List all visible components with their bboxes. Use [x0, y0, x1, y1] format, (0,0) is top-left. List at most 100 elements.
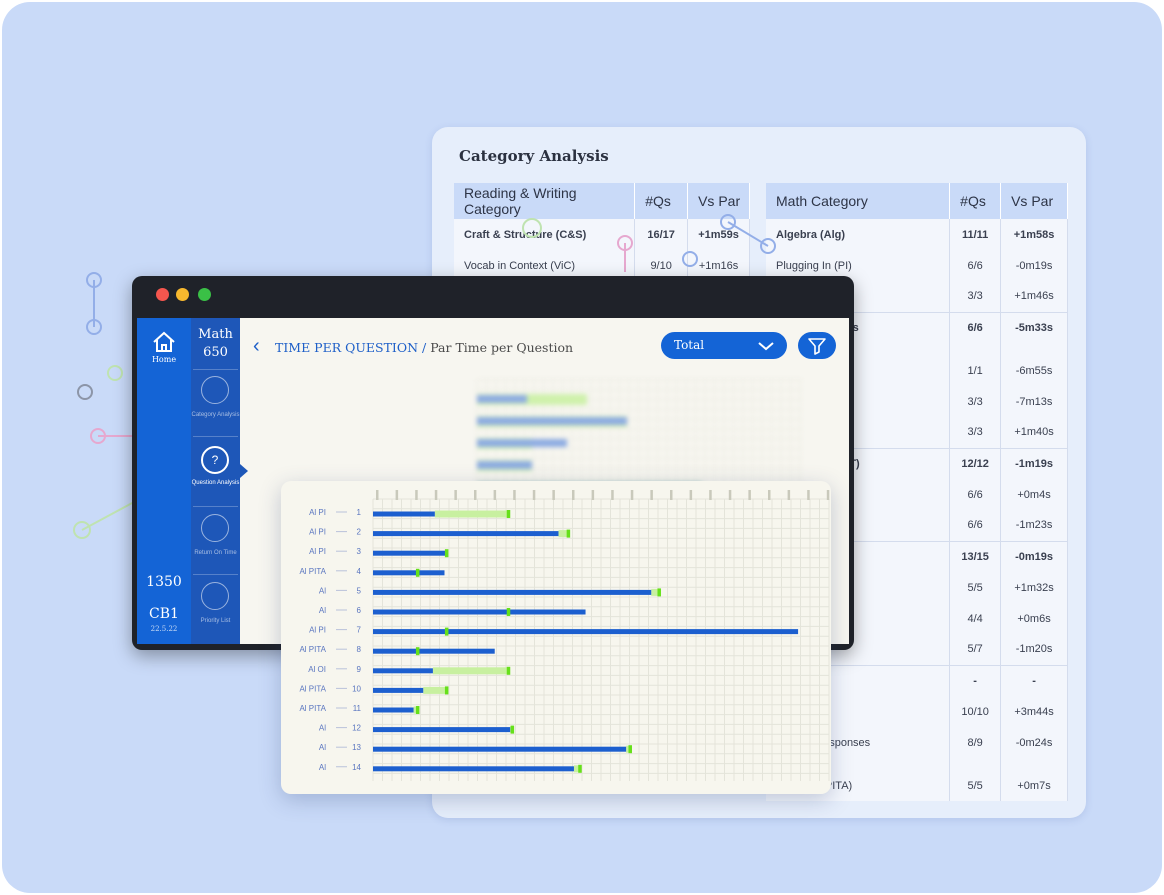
tick-label — [826, 490, 830, 500]
qs-cell: 3/3 — [949, 386, 1002, 417]
qs-cell: 6/6 — [949, 250, 1002, 281]
page-title[interactable]: TIME PER QUESTION — [275, 340, 419, 355]
active-nav-indicator — [240, 464, 248, 478]
view-dropdown[interactable]: Total — [661, 332, 787, 359]
qs-cell: 5/7 — [949, 634, 1002, 665]
tick-label — [552, 490, 555, 500]
category-label: 6 — [357, 606, 362, 615]
math-header-qs[interactable]: #Qs — [949, 183, 1002, 219]
category-label: 1 — [357, 508, 362, 517]
par-bar — [558, 530, 569, 538]
par-marker — [444, 627, 449, 636]
tick-label — [807, 490, 810, 500]
test-date: 22.5.22 — [150, 625, 178, 633]
actual-bar — [373, 727, 511, 733]
minimize-window-button[interactable] — [176, 288, 189, 301]
nav-return-on-time[interactable]: Return On Time — [191, 512, 240, 572]
category-tag: Al — [319, 763, 326, 772]
nav-label: Return On Time — [194, 550, 237, 556]
par-marker — [506, 666, 511, 675]
vs-par-cell: -1m23s — [1000, 510, 1068, 541]
par-marker — [444, 686, 449, 695]
total-score: 1350 — [146, 574, 182, 590]
par-marker — [444, 549, 449, 558]
filter-button[interactable] — [798, 332, 836, 359]
test-name: CB1 — [149, 606, 179, 622]
category-tag: Al PI — [309, 528, 326, 537]
maximize-window-button[interactable] — [198, 288, 211, 301]
page-breadcrumb: TIME PER QUESTION / Par Time per Questio… — [275, 340, 573, 355]
question-magnifier-icon: ? — [201, 446, 229, 474]
tick-label — [591, 490, 595, 500]
nav-priority-list[interactable]: Priority List — [191, 580, 240, 640]
actual-bar — [373, 648, 495, 654]
category-cell: Algebra (Alg) — [766, 219, 951, 250]
table-row[interactable]: Algebra (Alg) 11/11 +1m58s — [766, 219, 1068, 250]
nav-question-analysis[interactable]: ? Question Analysis — [191, 444, 240, 504]
par-marker — [510, 725, 515, 734]
vs-par-cell: +1m16s — [687, 250, 750, 281]
math-header-vs-par[interactable]: Vs Par — [1000, 183, 1068, 219]
par-bar — [626, 745, 630, 753]
tick-label — [454, 490, 457, 500]
qs-cell: 16/17 — [634, 219, 689, 250]
nav-label: Priority List — [200, 618, 231, 624]
tick-label — [709, 490, 712, 500]
math-header-category[interactable]: Math Category — [766, 183, 951, 219]
rw-header-qs[interactable]: #Qs — [634, 183, 689, 219]
actual-bar — [373, 746, 627, 752]
back-chevron-icon[interactable]: ‹ — [253, 335, 260, 357]
category-tag: Al — [319, 743, 326, 752]
sidebar-divider — [193, 369, 238, 370]
sidebar-divider — [193, 506, 238, 507]
rw-header-category[interactable]: Reading & Writing Category — [454, 183, 636, 219]
home-button[interactable]: Home — [137, 328, 191, 368]
target-icon — [201, 376, 229, 404]
vs-par-cell: +1m46s — [1000, 281, 1068, 312]
category-label: 10 — [352, 684, 361, 693]
vs-par-cell: +1m40s — [1000, 417, 1068, 448]
category-label: 8 — [357, 645, 362, 654]
table-row[interactable]: Craft & Structure (C&S) 16/17 +1m59s — [454, 219, 750, 250]
table-row[interactable]: (Adv)13/15-0m19s — [766, 540, 1068, 572]
nav-category-analysis[interactable]: Category Analysis — [191, 374, 240, 434]
category-label: 12 — [352, 724, 361, 733]
nav-label: Category Analysis — [191, 412, 240, 418]
vs-par-cell: -1m19s — [1000, 447, 1068, 479]
actual-bar — [373, 531, 559, 537]
qs-cell: 3/3 — [949, 281, 1002, 312]
category-cell: Vocab in Context (ViC) — [454, 250, 636, 281]
qs-cell: 8/9 — [949, 727, 1002, 758]
sidebar-divider — [193, 574, 238, 575]
qs-cell: 1/1 — [949, 355, 1002, 386]
category-tag: Al PITA — [299, 567, 326, 576]
actual-bar — [373, 707, 414, 713]
rw-header-vs-par[interactable]: Vs Par — [687, 183, 750, 219]
vs-par-cell: - — [1000, 664, 1068, 696]
par-marker — [506, 608, 511, 616]
par-marker — [415, 647, 420, 656]
tick-label — [728, 490, 732, 500]
hourglass-icon — [201, 514, 229, 542]
table-row[interactable]: Plugging In (PI) 6/6 -0m19s — [766, 250, 1068, 281]
vs-par-cell: -7m13s — [1000, 386, 1068, 417]
category-cell: Craft & Structure (C&S) — [454, 219, 636, 250]
qs-cell: 10/10 — [949, 696, 1002, 727]
close-window-button[interactable] — [156, 288, 169, 301]
category-label: 9 — [357, 665, 362, 674]
qs-cell: 6/6 — [949, 311, 1002, 343]
nav-label: Question Analysis — [191, 480, 240, 486]
chart-svg: Al PI 1 Al PI 2 Al PI 3 Al PITA 4 Al 5 Al 6 Al PI 7 Al… — [299, 490, 830, 781]
category-tag: Al — [319, 724, 326, 733]
category-tag: Al — [319, 606, 326, 615]
par-bar — [432, 667, 509, 675]
tick-label — [748, 490, 751, 500]
page-subtitle: Par Time per Question — [430, 340, 574, 355]
vs-par-cell: -5m33s — [1000, 311, 1068, 343]
table-row[interactable]: Vocab in Context (ViC) 9/10 +1m16s — [454, 250, 750, 281]
actual-bar — [373, 609, 586, 615]
qs-cell: 9/10 — [634, 250, 689, 281]
filter-icon — [808, 338, 826, 355]
category-label: 2 — [357, 528, 362, 537]
